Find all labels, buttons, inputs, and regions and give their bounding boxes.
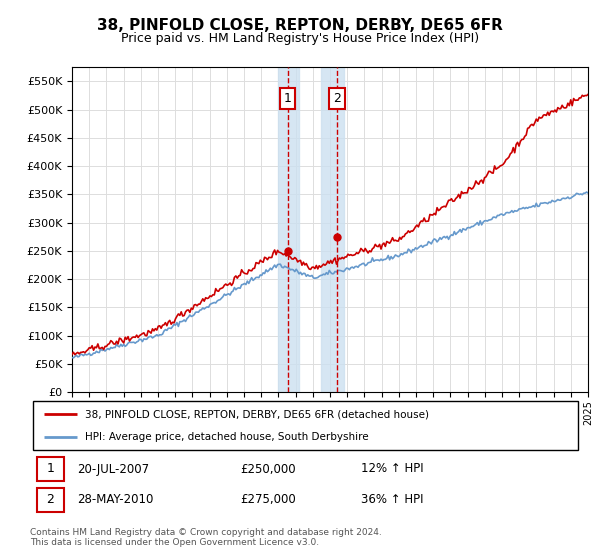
Text: 38, PINFOLD CLOSE, REPTON, DERBY, DE65 6FR (detached house): 38, PINFOLD CLOSE, REPTON, DERBY, DE65 6… (85, 409, 429, 419)
Text: £275,000: £275,000 (240, 493, 296, 506)
Text: 2: 2 (333, 92, 341, 105)
Text: 1: 1 (284, 92, 292, 105)
FancyBboxPatch shape (37, 458, 64, 480)
Text: 38, PINFOLD CLOSE, REPTON, DERBY, DE65 6FR: 38, PINFOLD CLOSE, REPTON, DERBY, DE65 6… (97, 18, 503, 34)
Text: 20-JUL-2007: 20-JUL-2007 (77, 463, 149, 475)
Text: 28-MAY-2010: 28-MAY-2010 (77, 493, 153, 506)
Bar (278, 67, 299, 392)
FancyBboxPatch shape (33, 402, 578, 450)
Text: 12% ↑ HPI: 12% ↑ HPI (361, 463, 424, 475)
Text: 36% ↑ HPI: 36% ↑ HPI (361, 493, 424, 506)
Text: 2: 2 (46, 493, 55, 506)
Text: Contains HM Land Registry data © Crown copyright and database right 2024.
This d: Contains HM Land Registry data © Crown c… (30, 528, 382, 548)
Text: £250,000: £250,000 (240, 463, 295, 475)
Text: HPI: Average price, detached house, South Derbyshire: HPI: Average price, detached house, Sout… (85, 432, 369, 442)
Bar (322, 67, 344, 392)
Text: 1: 1 (46, 463, 55, 475)
FancyBboxPatch shape (37, 488, 64, 511)
Text: Price paid vs. HM Land Registry's House Price Index (HPI): Price paid vs. HM Land Registry's House … (121, 32, 479, 45)
